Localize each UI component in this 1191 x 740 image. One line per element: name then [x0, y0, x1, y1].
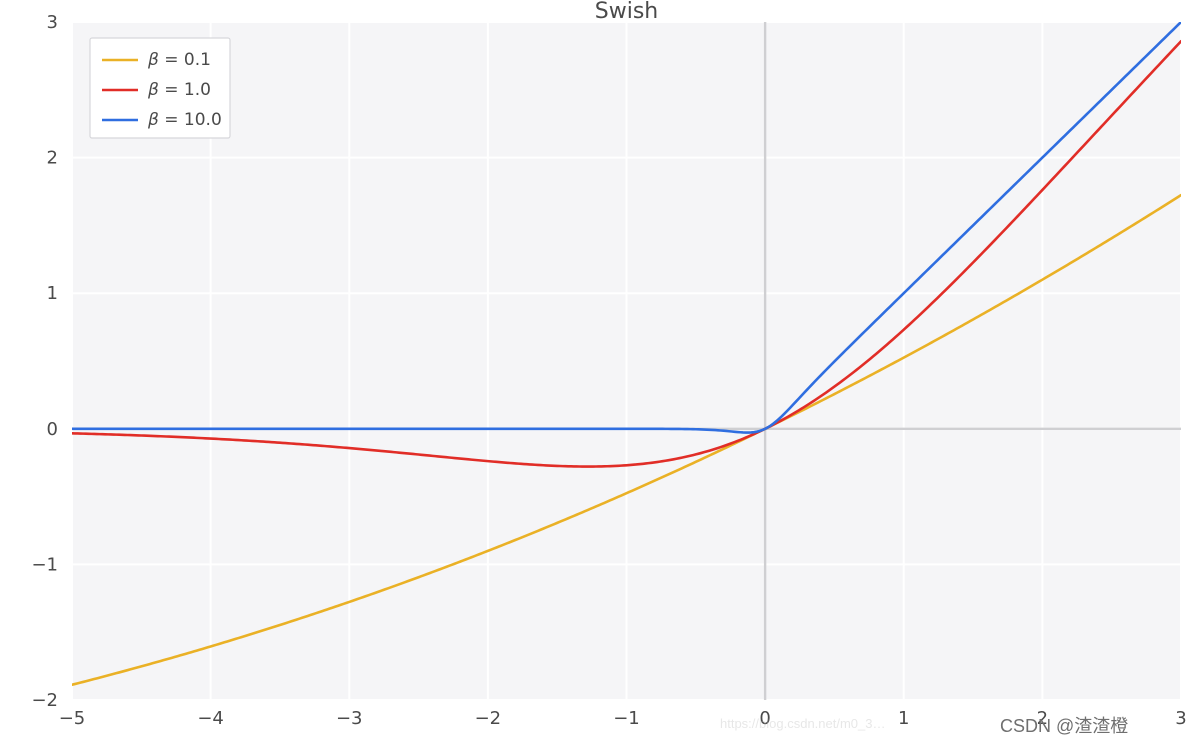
swish-chart: −5 −4 −3 −2 −1 0 1 2 3 −2 −1 0 1 2 3 Swish β = 0.1 β = 1.…: [0, 0, 1191, 740]
legend: β = 0.1 β = 1.0 β = 10.0: [90, 38, 230, 138]
y-tick-label: −2: [31, 690, 58, 711]
x-tick-label: −4: [197, 708, 224, 729]
x-tick-label: −3: [336, 708, 363, 729]
x-tick-label: −5: [59, 708, 86, 729]
x-tick-label: 0: [759, 708, 770, 729]
y-tick-label: 1: [47, 283, 58, 304]
x-tick-label: 1: [898, 708, 909, 729]
legend-label-beta_10_0: β = 10.0: [147, 110, 222, 130]
chart-container: −5 −4 −3 −2 −1 0 1 2 3 −2 −1 0 1 2 3 Swish β = 0.1 β = 1.…: [0, 0, 1191, 740]
x-tick-label: 3: [1175, 708, 1186, 729]
y-tick-label: 2: [47, 148, 58, 169]
x-tick-label: −2: [475, 708, 502, 729]
legend-label-beta_1_0: β = 1.0: [147, 80, 211, 100]
x-tick-label: 2: [1037, 708, 1048, 729]
x-tick-label: −1: [613, 708, 640, 729]
y-tick-label: 3: [47, 12, 58, 33]
y-tick-label: −1: [31, 554, 58, 575]
chart-title: Swish: [595, 0, 658, 24]
y-tick-label: 0: [47, 419, 58, 440]
legend-label-beta_0_1: β = 0.1: [147, 50, 211, 70]
